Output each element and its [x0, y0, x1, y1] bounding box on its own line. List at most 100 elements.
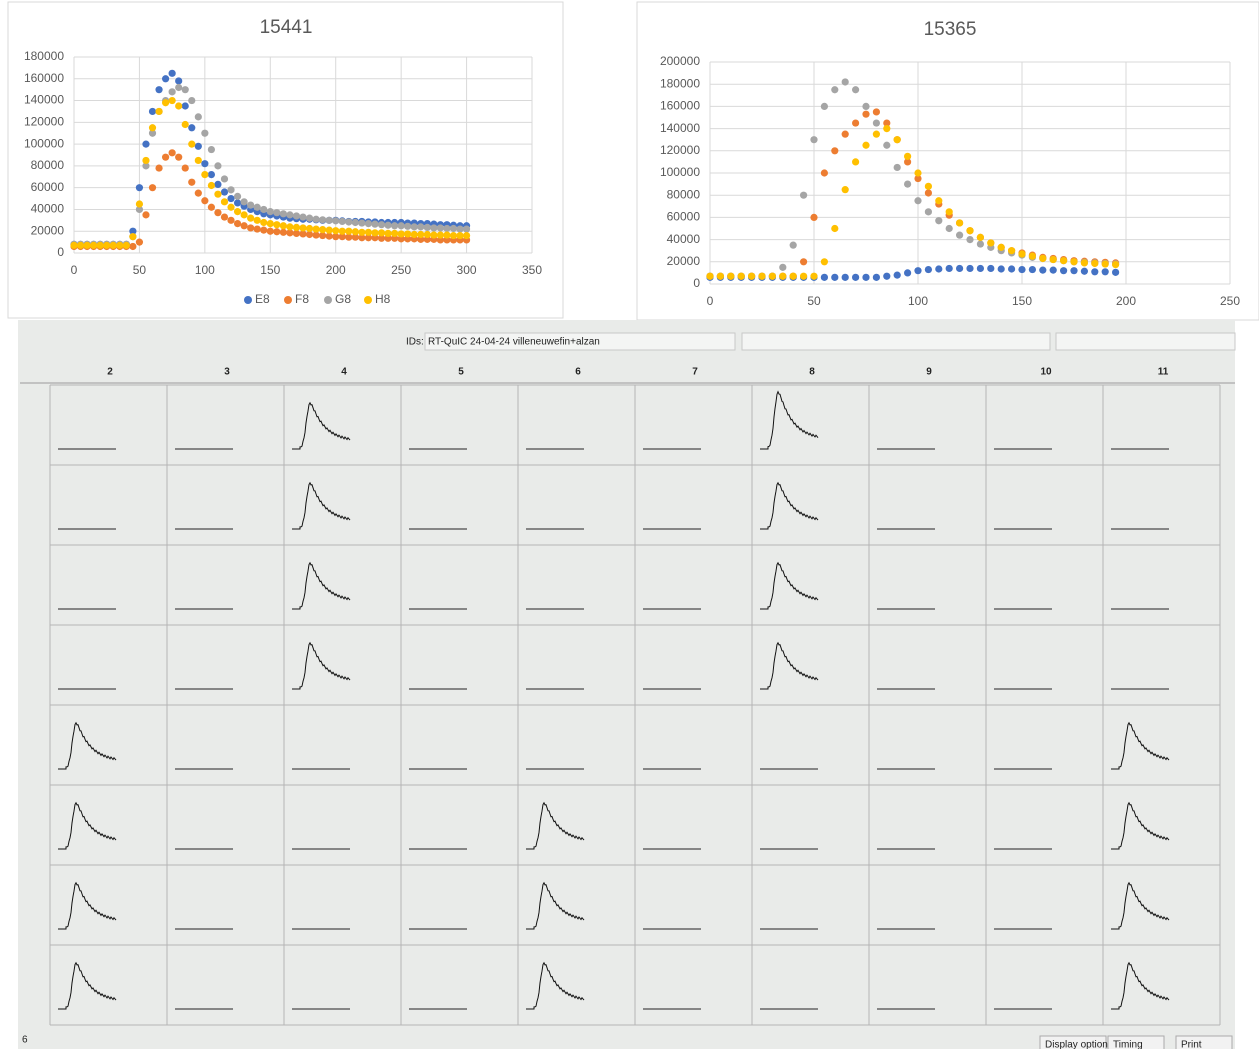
data-point — [800, 191, 808, 199]
data-point — [841, 273, 849, 281]
data-point — [351, 228, 359, 236]
data-point — [214, 180, 222, 188]
data-point — [175, 77, 183, 85]
data-point — [862, 110, 870, 118]
data-point — [862, 273, 870, 281]
column-header: 11 — [1158, 367, 1169, 378]
button[interactable] — [1039, 1035, 1107, 1049]
data-point — [135, 205, 144, 214]
legend-label: G8 — [335, 292, 351, 306]
data-point — [831, 273, 839, 281]
button[interactable] — [1175, 1035, 1233, 1049]
data-point — [872, 119, 881, 127]
well-curve — [526, 881, 585, 930]
well-curve — [760, 390, 819, 450]
data-point — [247, 214, 255, 222]
data-point — [338, 217, 346, 226]
data-point — [779, 272, 787, 280]
legend-marker — [244, 296, 252, 304]
y-tick-label: 60000 — [667, 210, 701, 224]
data-point — [351, 233, 359, 241]
data-point — [384, 229, 392, 237]
data-point — [1039, 266, 1047, 274]
column-header: 10 — [1040, 367, 1052, 378]
data-point — [279, 210, 287, 218]
x-tick-label: 0 — [707, 294, 714, 308]
data-point — [299, 224, 307, 232]
data-point — [391, 229, 399, 237]
data-point — [135, 184, 144, 192]
y-tick-label: 0 — [693, 276, 700, 290]
data-point — [997, 265, 1005, 273]
data-point — [1049, 266, 1057, 274]
data-point — [1091, 268, 1099, 276]
data-point — [148, 107, 157, 116]
data-point — [976, 233, 985, 241]
well-curve — [58, 721, 117, 770]
data-point — [397, 222, 405, 230]
data-point — [207, 145, 215, 154]
data-point — [945, 208, 953, 216]
data-point — [135, 200, 144, 208]
button[interactable] — [1107, 1035, 1165, 1049]
data-point — [260, 226, 268, 234]
data-point — [332, 233, 340, 241]
data-point — [1060, 267, 1068, 275]
data-point — [83, 241, 91, 249]
data-point — [266, 208, 274, 216]
data-point — [358, 234, 366, 242]
data-point — [1060, 257, 1068, 265]
data-point — [872, 108, 881, 116]
data-point — [201, 160, 209, 168]
well-curve — [292, 481, 351, 530]
y-tick-label: 160000 — [24, 71, 64, 85]
data-point — [1080, 267, 1088, 275]
data-point — [810, 272, 818, 280]
data-point — [430, 224, 438, 232]
data-point — [188, 178, 196, 186]
data-point — [142, 140, 150, 148]
data-point — [286, 223, 294, 231]
column-header: 2 — [107, 367, 113, 378]
y-tick-label: 120000 — [24, 115, 64, 129]
data-point — [351, 218, 359, 227]
data-point — [142, 162, 150, 170]
data-point — [233, 220, 242, 228]
data-point — [462, 225, 471, 233]
column-header: 3 — [224, 367, 230, 378]
legend-label: F8 — [295, 292, 309, 306]
data-point — [247, 224, 255, 232]
data-point — [358, 228, 366, 236]
data-point — [129, 242, 137, 251]
button-label: Print — [1181, 1040, 1202, 1049]
well-curve — [526, 961, 585, 1010]
data-point — [1049, 255, 1057, 264]
column-header: 7 — [692, 367, 698, 378]
y-tick-label: 20000 — [667, 254, 701, 268]
legend-marker — [284, 296, 292, 304]
data-point — [852, 273, 860, 281]
data-point — [253, 225, 261, 233]
data-point — [872, 130, 881, 138]
row-label: 6 — [22, 1035, 28, 1046]
data-point — [214, 209, 222, 217]
data-point — [103, 241, 111, 249]
well-curve — [760, 561, 819, 610]
data-point — [449, 224, 458, 233]
data-point — [240, 222, 248, 230]
data-point — [810, 136, 818, 144]
data-point — [96, 241, 104, 249]
data-point — [436, 224, 444, 232]
data-point — [404, 222, 412, 230]
data-point — [417, 230, 425, 239]
data-point — [305, 224, 314, 233]
data-point — [789, 241, 797, 249]
data-point — [852, 119, 860, 127]
data-point — [904, 180, 912, 188]
data-point — [292, 229, 301, 237]
data-point — [904, 158, 912, 166]
data-point — [260, 205, 268, 214]
data-point — [1039, 254, 1047, 263]
data-point — [286, 211, 294, 219]
